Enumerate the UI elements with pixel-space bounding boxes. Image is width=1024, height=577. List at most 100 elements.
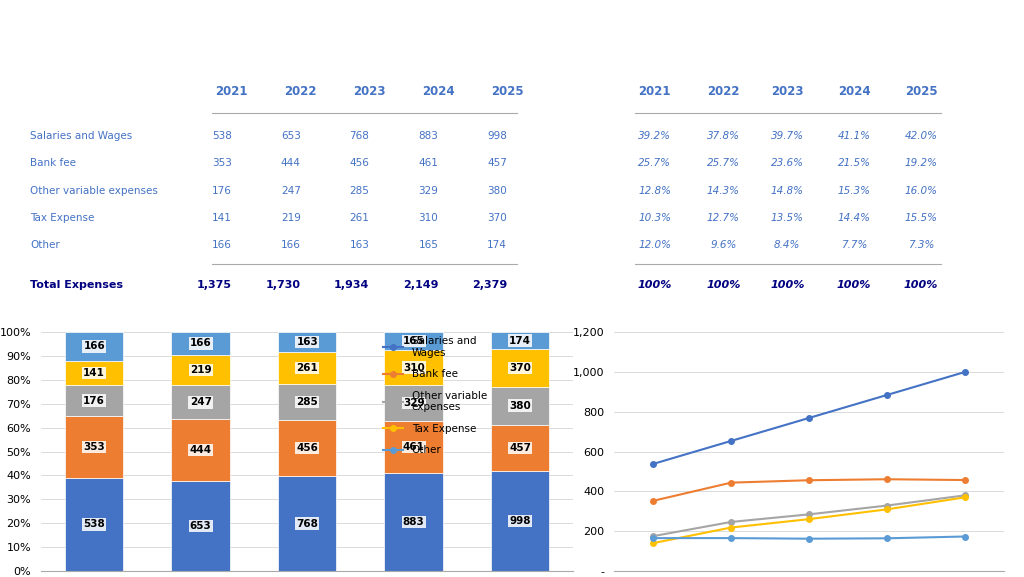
Bar <box>65 361 124 385</box>
Other variable expenses <box>881 502 893 509</box>
Bar <box>490 332 550 349</box>
Text: 176: 176 <box>212 186 231 196</box>
Text: 370: 370 <box>509 363 531 373</box>
Text: Salaries and Wages: Salaries and Wages <box>31 131 132 141</box>
Text: 261: 261 <box>296 364 318 373</box>
Other variable expenses <box>647 533 659 539</box>
Text: 461: 461 <box>402 442 425 452</box>
Text: 14.8%: 14.8% <box>771 186 804 196</box>
Bar <box>65 416 124 478</box>
Text: 1,730: 1,730 <box>265 280 301 290</box>
Text: 538: 538 <box>83 519 105 529</box>
Bar <box>65 478 124 571</box>
Bar <box>384 473 443 571</box>
Other <box>725 535 737 542</box>
Text: 370: 370 <box>487 213 507 223</box>
Other <box>647 535 659 542</box>
Text: 42.0%: 42.0% <box>904 131 937 141</box>
Text: 2,149: 2,149 <box>402 280 438 290</box>
Text: 15.5%: 15.5% <box>904 213 937 223</box>
Bar <box>490 471 550 571</box>
Text: 461: 461 <box>419 158 438 168</box>
Bar <box>278 332 337 352</box>
Text: 444: 444 <box>189 445 212 455</box>
Text: 163: 163 <box>349 241 370 250</box>
Bar <box>171 332 230 355</box>
Text: 353: 353 <box>83 442 105 452</box>
Text: 37.8%: 37.8% <box>707 131 740 141</box>
Bar <box>384 385 443 421</box>
Text: 2024: 2024 <box>422 85 455 98</box>
Bar <box>490 387 550 425</box>
Bar <box>278 352 337 384</box>
Text: 457: 457 <box>487 158 507 168</box>
Text: 456: 456 <box>349 158 370 168</box>
Other <box>958 533 971 540</box>
Bar <box>171 355 230 385</box>
Bar <box>384 332 443 350</box>
Text: 39.2%: 39.2% <box>638 131 671 141</box>
Text: 16.0%: 16.0% <box>904 186 937 196</box>
Salaries and Wages <box>725 437 737 444</box>
Other <box>803 535 815 542</box>
Text: Bank fee: Bank fee <box>31 158 77 168</box>
Text: 380: 380 <box>487 186 507 196</box>
Text: 176: 176 <box>83 396 105 406</box>
Text: 2,379: 2,379 <box>472 280 507 290</box>
Text: 15.3%: 15.3% <box>838 186 870 196</box>
Bar <box>278 384 337 419</box>
Bank fee <box>647 497 659 504</box>
Text: 12.8%: 12.8% <box>638 186 671 196</box>
Text: Tax Expense: Tax Expense <box>31 213 94 223</box>
Text: 166: 166 <box>189 338 212 349</box>
Text: 163: 163 <box>296 337 318 347</box>
Text: 165: 165 <box>402 336 425 346</box>
Line: Other: Other <box>650 534 968 541</box>
Text: 261: 261 <box>349 213 370 223</box>
Bar <box>490 349 550 387</box>
Tax Expense <box>958 494 971 501</box>
Text: 100%: 100% <box>904 280 938 290</box>
Text: 19.2%: 19.2% <box>904 158 937 168</box>
Text: 9.6%: 9.6% <box>711 241 736 250</box>
Text: 10.3%: 10.3% <box>638 213 671 223</box>
Other <box>881 535 893 542</box>
Bar <box>278 476 337 571</box>
Tax Expense <box>725 524 737 531</box>
Text: 21.5%: 21.5% <box>838 158 870 168</box>
Line: Tax Expense: Tax Expense <box>650 494 968 546</box>
Text: 141: 141 <box>212 213 231 223</box>
Text: 457: 457 <box>509 443 531 453</box>
Text: 1,375: 1,375 <box>197 280 231 290</box>
Bank fee <box>958 477 971 484</box>
Bar <box>65 385 124 416</box>
Text: 247: 247 <box>281 186 301 196</box>
Text: 883: 883 <box>419 131 438 141</box>
Text: 14.3%: 14.3% <box>707 186 740 196</box>
Bar <box>171 385 230 419</box>
Text: 2022: 2022 <box>285 85 316 98</box>
Text: 310: 310 <box>419 213 438 223</box>
Line: Salaries and Wages: Salaries and Wages <box>650 369 968 467</box>
Bar <box>171 481 230 571</box>
Text: 310: 310 <box>402 362 425 373</box>
Salaries and Wages <box>803 414 815 421</box>
Text: 768: 768 <box>296 519 318 529</box>
Text: 7.3%: 7.3% <box>907 241 934 250</box>
Text: Other: Other <box>31 241 60 250</box>
Other variable expenses <box>958 492 971 499</box>
Other variable expenses <box>725 519 737 526</box>
Text: 2021: 2021 <box>638 85 671 98</box>
Text: 12.7%: 12.7% <box>707 213 740 223</box>
Tax Expense <box>881 506 893 513</box>
Text: 25.7%: 25.7% <box>638 158 671 168</box>
Salaries and Wages <box>958 369 971 376</box>
Text: 100%: 100% <box>770 280 805 290</box>
Text: 41.1%: 41.1% <box>838 131 870 141</box>
Text: 2025: 2025 <box>490 85 523 98</box>
Text: 13.5%: 13.5% <box>771 213 804 223</box>
Text: 100%: 100% <box>837 280 871 290</box>
Text: 444: 444 <box>281 158 301 168</box>
Bar <box>65 332 124 361</box>
Text: 538: 538 <box>212 131 231 141</box>
